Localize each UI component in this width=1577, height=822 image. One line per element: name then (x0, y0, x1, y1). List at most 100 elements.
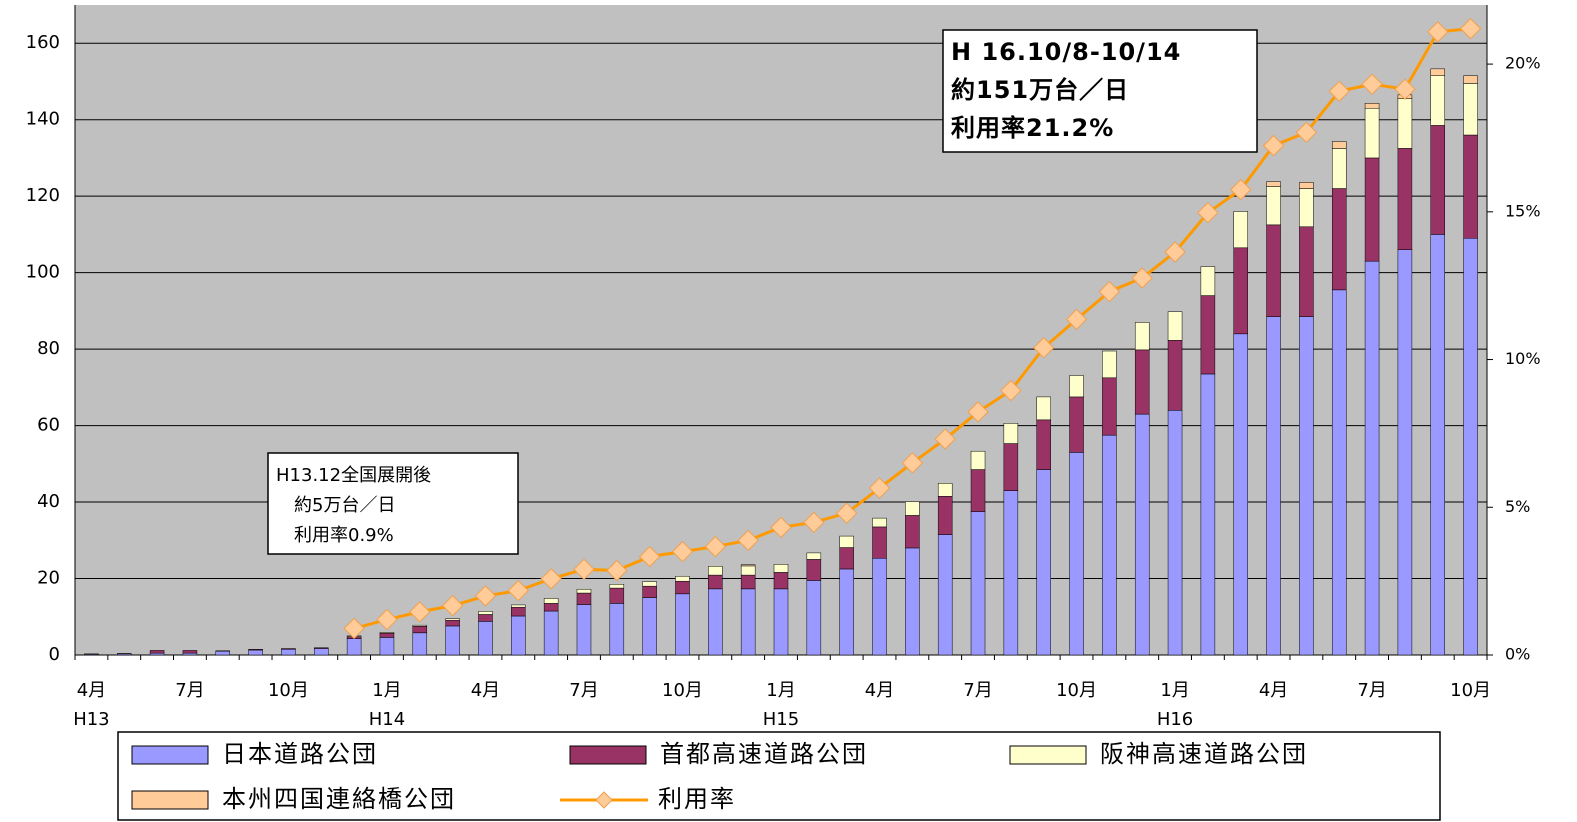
line-marker (868, 477, 891, 499)
bar-segment (806, 580, 822, 656)
line-marker (770, 516, 792, 539)
bar-segment (806, 559, 822, 581)
bar-segment (1299, 182, 1314, 189)
bar-segment (149, 650, 165, 654)
bar-segment (1069, 375, 1084, 398)
x-tick-label: 10月 (268, 680, 309, 701)
bar-segment (1134, 322, 1150, 351)
bar-segment (872, 558, 887, 656)
bar-segment (773, 564, 789, 573)
y-tick-label: 0 (49, 644, 60, 665)
bar-segment (1266, 181, 1281, 187)
x-tick-label: 4月 (77, 680, 106, 701)
annotation-text: 約151万台／日 (951, 76, 1129, 104)
bar-segment (740, 588, 756, 656)
bar-segment (1266, 186, 1281, 226)
legend-swatch (1009, 745, 1087, 765)
annotation-text: H 16.10/8-10/14 (951, 38, 1181, 66)
line-marker (704, 535, 727, 558)
line-marker (1295, 121, 1318, 144)
bar-segment (1299, 188, 1314, 228)
bar-segment (675, 580, 690, 595)
line-marker (671, 540, 694, 563)
bar-segment (445, 618, 460, 621)
bar-segment (1331, 289, 1347, 656)
line-marker (967, 401, 989, 423)
bar-segment (1102, 434, 1117, 656)
bar-segment (314, 647, 329, 649)
bar-segment (1200, 373, 1216, 656)
line-marker (803, 511, 825, 534)
line-marker (376, 608, 398, 631)
bar-segment (1167, 410, 1183, 656)
bar-segment (1200, 295, 1216, 375)
bar-segment (314, 648, 329, 656)
bar-segment (149, 652, 165, 656)
y-tick-label: 120 (26, 185, 60, 206)
bar-segment (1003, 443, 1019, 491)
bar-segment (1397, 98, 1413, 149)
bar-segment (1069, 452, 1084, 656)
annotation-text: 約5万台／日 (294, 495, 395, 516)
bar-segment (937, 483, 953, 497)
line-marker (1065, 308, 1088, 331)
x-tick-label: 4月 (1259, 680, 1288, 701)
bar-segment (576, 588, 592, 594)
bar-segment (642, 597, 657, 656)
x-group-label: H15 (763, 709, 799, 730)
bar-segment (379, 632, 395, 638)
bar-segment (478, 614, 493, 622)
bar-segment (1397, 148, 1413, 250)
x-tick-label: 1月 (372, 680, 401, 701)
bar-segment (1430, 125, 1445, 235)
bar-segment (609, 603, 625, 656)
legend-label: 阪神高速道路公団 (1100, 740, 1308, 768)
bar-segment (1430, 68, 1445, 76)
x-tick-label: 4月 (865, 680, 894, 701)
bar-segment (543, 598, 559, 604)
legend-box (117, 731, 1441, 821)
bar-segment (576, 604, 592, 656)
bar-segment (412, 624, 428, 627)
line-marker (409, 601, 431, 623)
line-marker (901, 452, 924, 474)
bar-segment (1233, 211, 1248, 249)
x-tick-label: 10月 (1056, 680, 1097, 701)
bar-segment (905, 547, 920, 656)
bar-segment (740, 564, 756, 567)
bar-segment (1430, 234, 1445, 656)
bar-segment (905, 515, 920, 549)
line-marker (934, 428, 956, 450)
bar-segment (412, 626, 428, 634)
bar-segment (1036, 396, 1051, 421)
x-tick-label: 10月 (1450, 680, 1491, 701)
y-tick-label: 160 (26, 32, 60, 53)
bar-segment (1364, 103, 1380, 109)
bar-segment (511, 606, 526, 617)
bar-segment (511, 615, 526, 656)
x-tick-label: 1月 (1160, 680, 1189, 701)
x-tick-label: 7月 (569, 680, 598, 701)
y-tick-label: 80 (37, 338, 60, 359)
bar-segment (182, 650, 198, 654)
bar-segment (937, 534, 953, 656)
line-marker (1032, 337, 1055, 359)
line-marker (1164, 241, 1186, 263)
bar-segment (675, 593, 690, 656)
line-marker (1361, 73, 1383, 95)
line-marker (1000, 379, 1022, 402)
bar-segment (642, 581, 657, 587)
bar-segment (1397, 249, 1413, 656)
line-marker (474, 585, 497, 607)
bar-segment (379, 637, 395, 656)
bar-segment (1036, 469, 1051, 656)
bar-segment (478, 621, 493, 656)
x-tick-label: 4月 (471, 680, 500, 701)
legend-label: 利用率 (658, 785, 736, 813)
bar-segment (740, 565, 756, 576)
bar-segment (970, 450, 986, 470)
bar-segment (740, 574, 756, 590)
bar-segment (1003, 490, 1019, 656)
line-marker (1427, 21, 1449, 43)
